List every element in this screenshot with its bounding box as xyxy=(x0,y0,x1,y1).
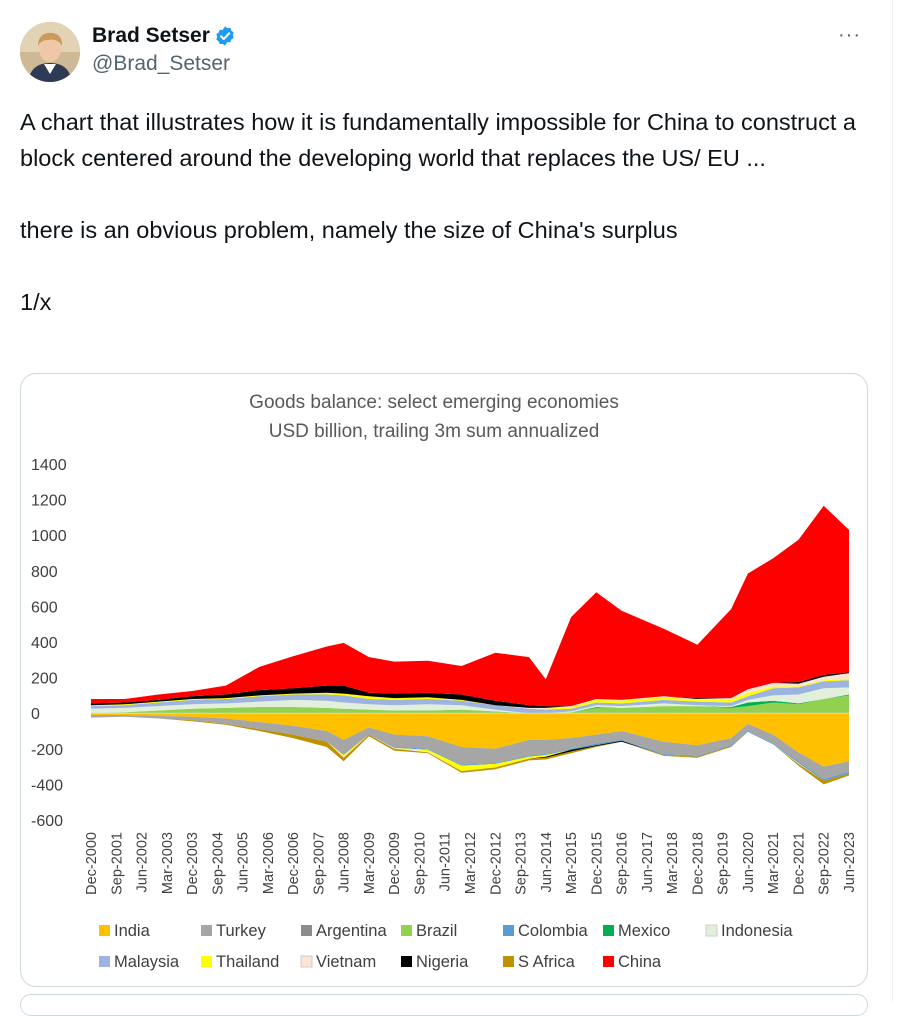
legend-label: Vietnam xyxy=(316,953,376,971)
legend-label: Colombia xyxy=(518,922,589,940)
y-tick-label: 800 xyxy=(31,564,58,581)
x-tick-label: Sep-2022 xyxy=(817,832,833,895)
legend-swatch xyxy=(201,956,212,967)
legend-swatch xyxy=(300,955,313,968)
author-block: Brad Setser @Brad_Setser xyxy=(92,22,236,76)
legend-label: China xyxy=(618,953,662,971)
x-tick-label: Dec-2021 xyxy=(791,832,807,895)
legend-label: Brazil xyxy=(416,922,457,940)
tweet-paragraph: 1/x xyxy=(20,289,52,315)
column-border xyxy=(892,0,893,1002)
series-area-thailand-negative xyxy=(91,716,849,781)
x-tick-label: Jun-2020 xyxy=(741,832,757,892)
x-tick-label: Sep-2019 xyxy=(716,832,732,895)
x-tick-label: Dec-2012 xyxy=(488,832,504,895)
legend-swatch xyxy=(503,925,514,936)
series-area-brazil-positive xyxy=(91,695,849,714)
x-tick-label: Jun-2002 xyxy=(135,832,151,892)
x-tick-label: Dec-2003 xyxy=(185,832,201,895)
verified-badge-icon xyxy=(216,26,234,46)
x-tick-label: Jun-2011 xyxy=(438,832,454,891)
x-tick-label: Sep-2013 xyxy=(514,832,530,895)
tweet-paragraph: A chart that illustrates how it is funda… xyxy=(20,109,856,171)
x-tick-label: Dec-2009 xyxy=(387,832,403,895)
legend-label: Mexico xyxy=(618,922,670,940)
y-tick-label: 1000 xyxy=(31,528,67,545)
x-tick-label: Jun-2014 xyxy=(539,832,555,892)
x-tick-label: Sep-2007 xyxy=(311,832,327,895)
legend-label: Indonesia xyxy=(721,922,793,940)
chart-title: Goods balance: select emerging economies xyxy=(249,392,619,413)
legend-swatch xyxy=(705,924,718,937)
y-tick-label: 1200 xyxy=(31,493,67,510)
x-tick-label: Jun-2017 xyxy=(640,832,656,892)
x-tick-label: Jun-2008 xyxy=(337,832,353,892)
y-tick-label: -200 xyxy=(31,742,63,759)
series-area-china-positive xyxy=(91,505,849,707)
x-tick-label: Mar-2012 xyxy=(463,832,479,894)
x-tick-label: Dec-2006 xyxy=(286,832,302,895)
legend-label: Turkey xyxy=(216,922,267,940)
legend-swatch xyxy=(99,925,110,936)
chart-subtitle: USD billion, trailing 3m sum annualized xyxy=(269,421,600,442)
legend-swatch xyxy=(301,925,312,936)
legend-label: Nigeria xyxy=(416,953,469,971)
x-tick-label: Mar-2015 xyxy=(564,832,580,894)
chart-image[interactable]: Goods balance: select emerging economies… xyxy=(20,373,868,987)
series-area-turkey-negative xyxy=(91,715,849,780)
author-avatar[interactable] xyxy=(20,22,80,82)
series-area-india-negative xyxy=(91,713,849,767)
goods-balance-chart: Goods balance: select emerging economies… xyxy=(31,392,858,971)
legend-label: Thailand xyxy=(216,953,279,971)
y-tick-label: 600 xyxy=(31,599,58,616)
x-tick-label: Mar-2006 xyxy=(261,832,277,894)
x-tick-label: Mar-2021 xyxy=(766,832,782,894)
x-tick-label: Jun-2005 xyxy=(236,832,252,892)
legend-swatch xyxy=(99,956,110,967)
y-tick-label: -400 xyxy=(31,777,63,794)
series-area-indonesia-positive xyxy=(91,687,849,714)
legend-swatch xyxy=(401,956,412,967)
legend-label: S Africa xyxy=(518,953,576,971)
legend-swatch xyxy=(603,956,614,967)
x-tick-label: Sep-2016 xyxy=(615,832,631,895)
y-tick-label: -600 xyxy=(31,813,63,830)
series-area-s-africa-negative xyxy=(91,716,849,785)
series-area-nigeria-positive xyxy=(91,672,849,708)
y-tick-label: 400 xyxy=(31,635,58,652)
y-tick-label: 0 xyxy=(31,706,40,723)
legend-label: India xyxy=(114,922,151,940)
legend-label: Argentina xyxy=(316,922,387,940)
x-tick-label: Sep-2010 xyxy=(412,832,428,895)
x-tick-label: Sep-2001 xyxy=(109,832,125,895)
person-photo-icon xyxy=(20,22,80,82)
x-tick-label: Mar-2009 xyxy=(362,832,378,894)
x-tick-label: Mar-2003 xyxy=(160,832,176,894)
legend-swatch xyxy=(603,925,614,936)
x-tick-label: Mar-2018 xyxy=(665,832,681,894)
author-handle[interactable]: @Brad_Setser xyxy=(92,52,231,75)
legend-swatch xyxy=(503,956,514,967)
more-options-icon[interactable]: ··· xyxy=(838,24,861,46)
legend-label: Malaysia xyxy=(114,953,180,971)
tweet-text: A chart that illustrates how it is funda… xyxy=(20,104,870,320)
x-tick-label: Dec-2000 xyxy=(84,832,100,895)
x-tick-label: Dec-2015 xyxy=(589,832,605,895)
next-tweet-card xyxy=(20,994,868,1016)
legend-swatch xyxy=(401,925,412,936)
x-tick-label: Sep-2004 xyxy=(210,832,226,895)
x-tick-label: Jun-2023 xyxy=(842,832,858,892)
x-tick-label: Dec-2018 xyxy=(690,832,706,895)
y-tick-label: 200 xyxy=(31,671,58,688)
legend-swatch xyxy=(201,925,212,936)
author-name[interactable]: Brad Setser xyxy=(92,24,210,47)
y-tick-label: 1400 xyxy=(31,457,67,474)
tweet-paragraph: there is an obvious problem, namely the … xyxy=(20,217,678,243)
